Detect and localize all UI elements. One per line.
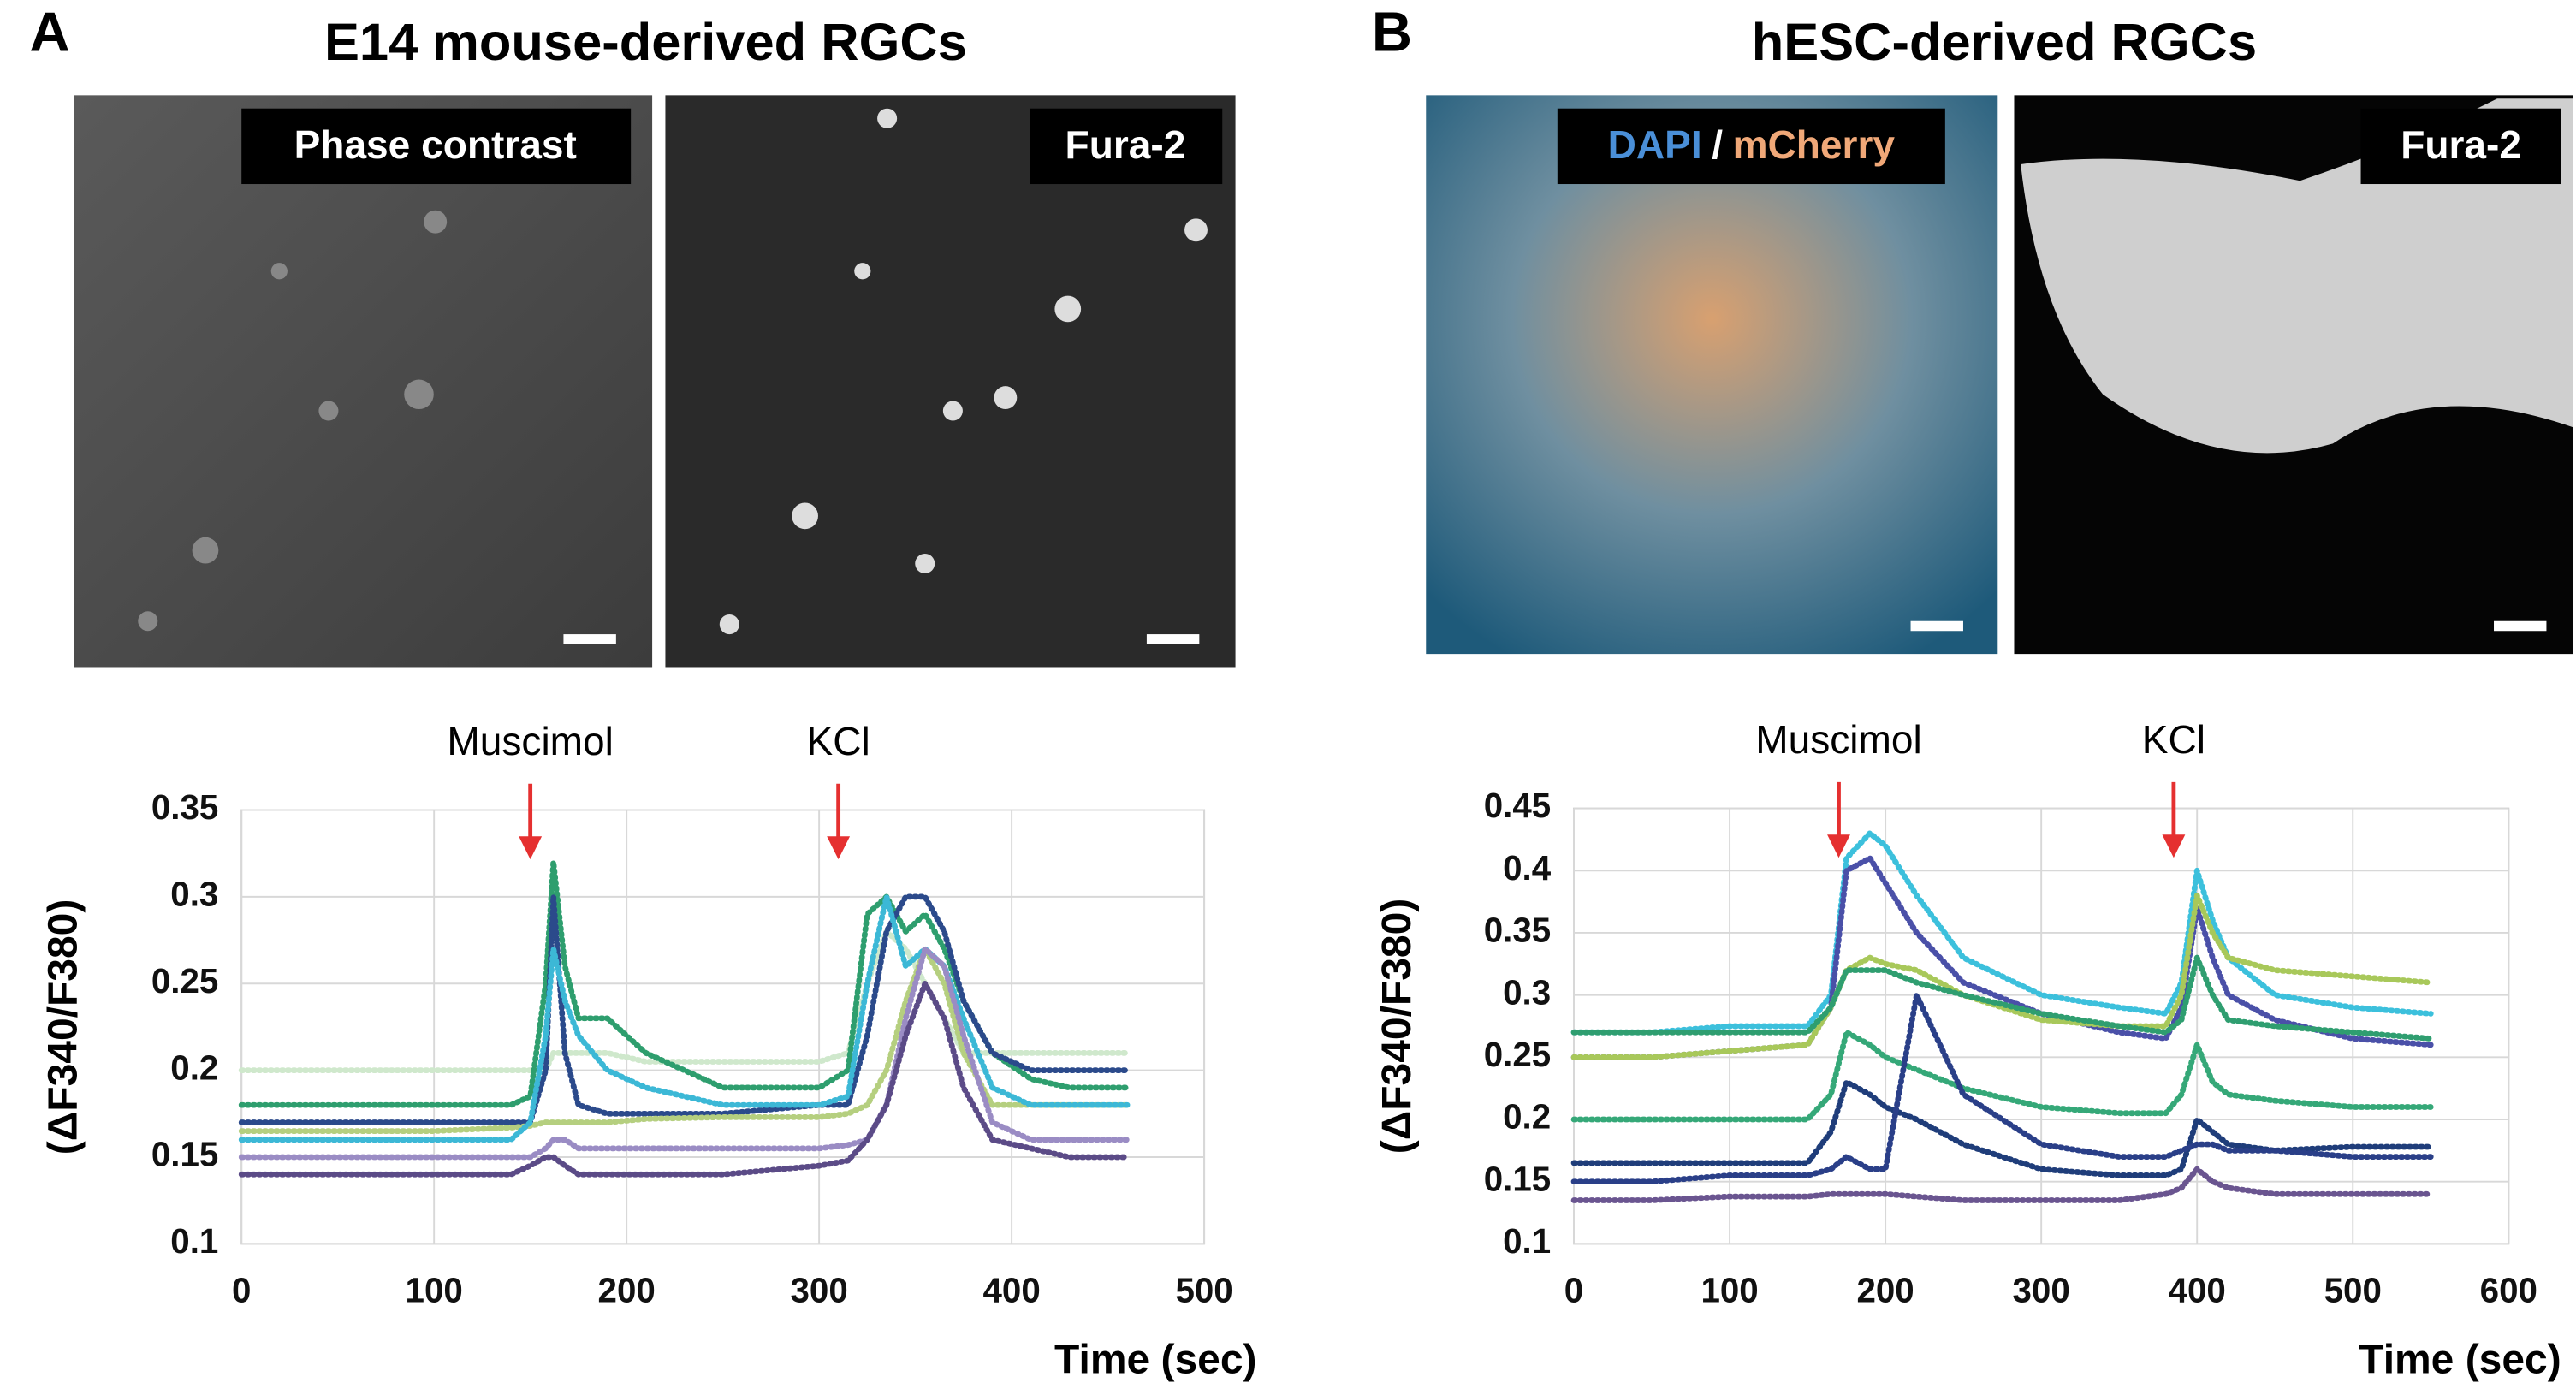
x-tick-label: 100 <box>1701 1272 1758 1310</box>
series-line <box>1570 892 2434 1060</box>
y-tick-label: 0.25 <box>151 962 218 1000</box>
y-tick-label: 0.1 <box>1503 1222 1551 1261</box>
x-tick-label: 300 <box>2013 1272 2070 1310</box>
annotation-arrowhead <box>519 836 543 860</box>
panel-title: E14 mouse-derived RGCs <box>324 13 967 72</box>
image-label: Fura-2 <box>2401 122 2521 167</box>
series-line <box>238 929 1131 1073</box>
annotation-arrowhead <box>2162 834 2186 858</box>
scale-bar <box>563 634 616 644</box>
annotation-arrowhead <box>1827 834 1850 858</box>
label-part: DAPI <box>1608 122 1702 167</box>
scale-bar <box>1146 634 1200 644</box>
image-label: Phase contrast <box>294 122 577 167</box>
image-label: DAPI / mCherry <box>1608 122 1896 167</box>
label-part: mCherry <box>1733 122 1896 167</box>
series-line <box>238 980 1131 1178</box>
y-tick-label: 0.1 <box>170 1222 218 1261</box>
annotation: Muscimol <box>1755 717 1922 762</box>
cells <box>719 108 1208 635</box>
label-box <box>1030 108 1223 185</box>
x-tick-label: 300 <box>791 1272 848 1310</box>
annotation: KCl <box>807 719 870 763</box>
series-line <box>238 946 1131 1161</box>
cell-cluster <box>2021 98 2573 454</box>
annotation: Muscimol <box>447 719 614 763</box>
y-tick-label: 0.45 <box>1484 787 1551 825</box>
x-tick-label: 500 <box>2324 1272 2382 1310</box>
scale-bar <box>1910 620 1963 632</box>
y-tick-label: 0.3 <box>1503 973 1551 1012</box>
dapi-image <box>1426 95 1998 655</box>
annotation-arrowhead <box>827 836 851 860</box>
scale-bar <box>2494 620 2547 632</box>
y-axis-label: (ΔF340/F380) <box>1374 899 1420 1155</box>
series-line <box>1570 1166 2434 1203</box>
x-tick-label: 200 <box>1856 1272 1914 1310</box>
label-box <box>2360 108 2561 185</box>
label-box <box>241 108 632 185</box>
y-tick-label: 0.15 <box>1484 1160 1551 1198</box>
x-tick-label: 0 <box>232 1272 251 1310</box>
panel-letter: A <box>30 0 70 62</box>
y-tick-label: 0.15 <box>151 1136 218 1174</box>
fura-image <box>665 95 1236 668</box>
x-tick-label: 600 <box>2480 1272 2537 1310</box>
y-tick-label: 0.35 <box>1484 911 1551 950</box>
x-axis-label: Time (sec) <box>1054 1337 1256 1382</box>
phase-cells <box>138 210 448 632</box>
x-tick-label: 400 <box>983 1272 1041 1310</box>
x-tick-label: 200 <box>598 1272 656 1310</box>
y-tick-label: 0.25 <box>1484 1036 1551 1074</box>
image-label: Fura-2 <box>1065 122 1186 167</box>
y-axis-label: (ΔF340/F380) <box>40 899 86 1155</box>
series-line <box>1570 992 2434 1185</box>
y-tick-label: 0.4 <box>1503 849 1552 887</box>
series-line <box>1570 954 2434 1042</box>
y-tick-label: 0.3 <box>170 876 218 914</box>
y-tick-label: 0.2 <box>170 1048 218 1087</box>
x-axis-label: Time (sec) <box>2359 1337 2561 1382</box>
x-tick-label: 400 <box>2169 1272 2226 1310</box>
plot-area <box>240 809 1206 1245</box>
label-part: / <box>1712 122 1723 167</box>
y-tick-label: 0.35 <box>151 788 218 827</box>
panel-letter: B <box>1372 0 1412 62</box>
series-line <box>238 893 1131 1143</box>
series-line <box>1570 1029 2434 1123</box>
annotation: KCl <box>2142 717 2205 762</box>
x-tick-label: 100 <box>406 1272 463 1310</box>
label-box <box>1557 108 1945 185</box>
x-tick-label: 0 <box>1564 1272 1583 1310</box>
series-line <box>1570 1079 2434 1178</box>
y-tick-label: 0.2 <box>1503 1098 1551 1137</box>
x-tick-label: 500 <box>1175 1272 1232 1310</box>
phase-image <box>74 95 653 668</box>
panel-title: hESC-derived RGCs <box>1752 13 2257 72</box>
